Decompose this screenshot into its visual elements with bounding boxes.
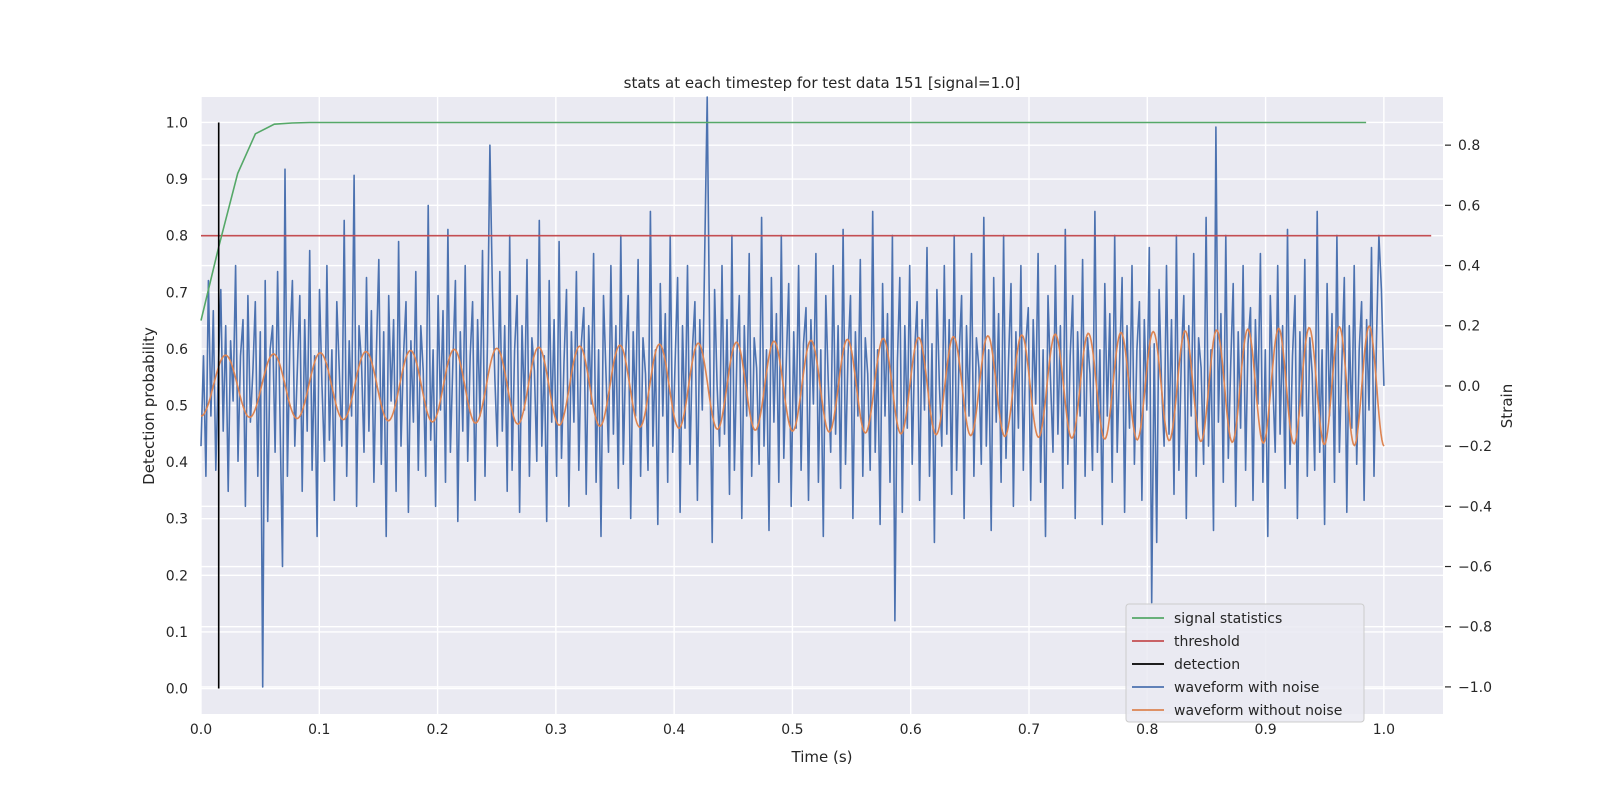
y-tick-label-left: 0.6: [166, 342, 188, 358]
y-tick-label-left: 0.8: [166, 229, 188, 245]
y-tick-label-left: 0.1: [166, 625, 188, 641]
x-tick-label: 0.4: [663, 722, 685, 738]
x-tick-label: 0.9: [1254, 722, 1276, 738]
waveform-without-noise-line: [200, 324, 1385, 447]
y-tick-label-left: 0.5: [166, 399, 188, 415]
y-tick-label-left: 0.0: [166, 682, 188, 698]
legend-label: signal statistics: [1174, 611, 1282, 627]
y-axis-label-right: Strain: [1498, 384, 1516, 428]
y-tick-label-left: 1.0: [166, 115, 188, 131]
x-tick-label: 0.1: [308, 722, 330, 738]
y-tick-label-right: 0.4: [1458, 259, 1480, 275]
y-tick-label-right: 0.2: [1458, 319, 1480, 335]
y-tick-label-right: 0.0: [1458, 379, 1480, 395]
y-tick-label-right: 0.8: [1458, 138, 1480, 154]
y-tick-label-right: −0.8: [1458, 620, 1492, 636]
y-tick-label-left: 0.9: [166, 172, 188, 188]
series-waveform-with-noise: [200, 96, 1385, 688]
x-tick-label: 0.8: [1136, 722, 1158, 738]
x-tick-label: 1.0: [1373, 722, 1395, 738]
y-tick-label-right: −0.6: [1458, 560, 1492, 576]
y-tick-label-left: 0.7: [166, 285, 188, 301]
x-tick-label: 0.0: [190, 722, 212, 738]
x-tick-label: 0.7: [1018, 722, 1040, 738]
signal-statistics-line: [200, 121, 1367, 321]
y-tick-label-left: 0.3: [166, 512, 188, 528]
x-tick-label: 0.6: [900, 722, 922, 738]
x-tick-label: 0.5: [781, 722, 803, 738]
y-tick-label-right: −1.0: [1458, 680, 1492, 696]
series-waveform-without-noise: [200, 324, 1385, 447]
legend: signal statistics threshold detection wavef…: [1125, 603, 1365, 723]
x-tick-label: 0.3: [545, 722, 567, 738]
axes: 0.0 0.1 0.2 0.3 0.4 0.5 0.6 0.7 0.8 0.9 1.0 0.0 0.1 0…: [166, 115, 1492, 738]
legend-label: waveform with noise: [1174, 680, 1319, 696]
y-tick-label-right: 0.6: [1458, 198, 1480, 214]
y-tick-label-right: −0.2: [1458, 439, 1492, 455]
x-tick-label: 0.2: [426, 722, 448, 738]
legend-label: threshold: [1174, 634, 1240, 650]
legend-label: waveform without noise: [1174, 703, 1342, 719]
legend-label: detection: [1174, 657, 1240, 673]
chart-title: stats at each timestep for test data 151…: [624, 74, 1021, 92]
y-tick-label-right: −0.4: [1458, 499, 1492, 515]
series-left-axis: [200, 121, 1432, 689]
waveform-with-noise-line: [200, 96, 1385, 688]
x-axis-label: Time (s): [791, 748, 853, 766]
y-tick-label-left: 0.2: [166, 568, 188, 584]
y-axis-label-left: Detection probability: [140, 327, 158, 485]
legend-box: [1125, 603, 1365, 723]
y-tick-label-left: 0.4: [166, 455, 188, 471]
